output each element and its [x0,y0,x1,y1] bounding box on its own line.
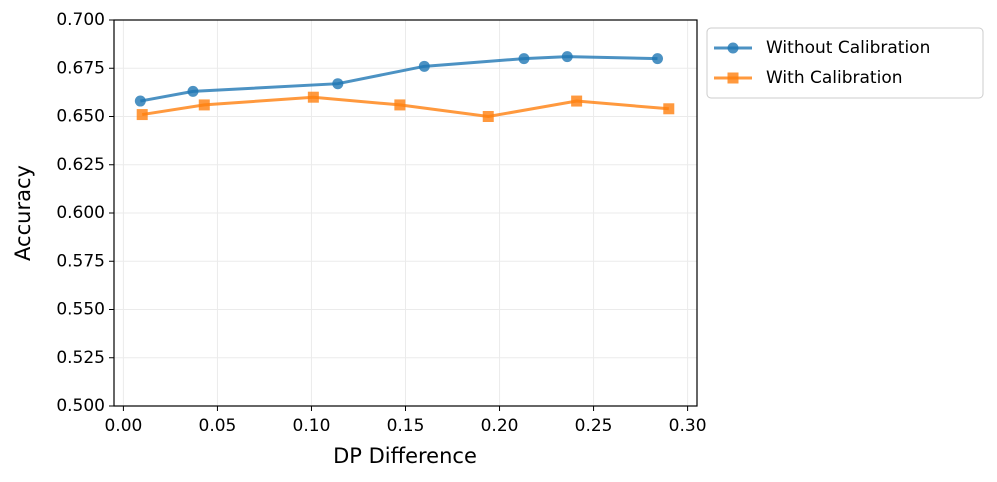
x-tick-label: 0.00 [104,416,142,436]
y-tick-label: 0.650 [56,107,105,127]
y-tick-label: 0.575 [56,251,105,271]
marker [134,95,146,107]
marker [727,42,739,54]
x-tick-label: 0.20 [481,416,519,436]
y-tick-label: 0.675 [56,58,105,78]
y-tick-label: 0.550 [56,300,105,320]
legend-box [706,27,984,99]
marker [198,99,210,111]
y-tick-label: 0.700 [56,10,105,30]
marker [187,85,199,97]
marker [332,78,344,90]
marker [663,103,675,115]
marker [652,53,664,65]
marker [518,53,530,65]
x-tick-label: 0.05 [199,416,237,436]
x-tick-label: 0.15 [387,416,425,436]
marker [418,60,430,72]
x-tick-label: 0.30 [669,416,707,436]
x-tick-label: 0.10 [293,416,331,436]
marker [307,91,319,103]
legend-label: Without Calibration [766,38,930,58]
marker [394,99,406,111]
marker [482,111,494,122]
legend-label: With Calibration [766,68,903,88]
marker [136,109,148,121]
y-tick-label: 0.525 [56,348,105,368]
y-tick-label: 0.500 [56,396,105,416]
marker [727,72,739,84]
x-tick-label: 0.25 [575,416,613,436]
marker [561,51,573,63]
y-axis-label: Accuracy [11,165,35,261]
y-tick-label: 0.625 [56,155,105,175]
plot-frame [113,19,698,407]
x-axis-label: DP Difference [333,444,477,468]
y-tick-label: 0.600 [56,203,105,223]
marker [571,95,583,107]
